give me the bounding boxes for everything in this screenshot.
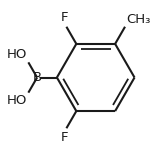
Text: HO: HO <box>7 48 27 61</box>
Text: HO: HO <box>7 94 27 107</box>
Text: B: B <box>33 71 42 84</box>
Text: F: F <box>61 11 69 24</box>
Text: F: F <box>61 131 69 144</box>
Text: CH₃: CH₃ <box>126 13 150 26</box>
